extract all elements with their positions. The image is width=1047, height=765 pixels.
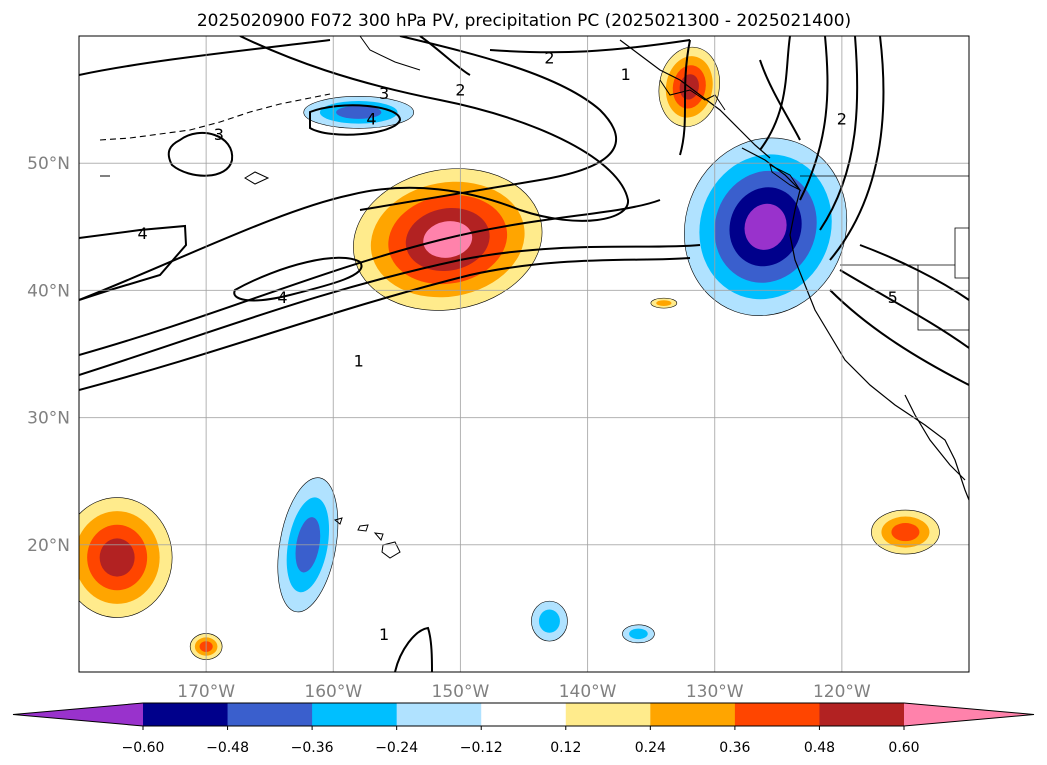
shading-level	[629, 628, 648, 640]
colorbar-box	[396, 703, 482, 726]
x-tick-label: 170°W	[177, 682, 235, 702]
pv-contours	[79, 36, 969, 672]
shading-level	[656, 300, 672, 307]
gridlines	[79, 36, 969, 672]
x-tick-label: 150°W	[432, 682, 490, 702]
colorbar-tick-label: −0.36	[291, 740, 334, 756]
shading-outline	[303, 96, 415, 129]
coastlines	[99, 36, 969, 559]
contour-label: 2	[544, 49, 554, 68]
colorbar: −0.60 −0.48 −0.36 −0.24 −0.12 0.12 0.24 0.36 0.4…	[12, 702, 1035, 756]
shading-outline	[650, 297, 678, 309]
shaded-region-south-negative	[622, 624, 655, 644]
colorbar-box	[734, 703, 820, 726]
colorbar-extend-low	[13, 703, 143, 726]
x-tick-label: 120°W	[813, 682, 871, 702]
y-tick-label: 20°N	[27, 536, 70, 556]
shading-outline	[684, 137, 848, 316]
map-frame	[79, 36, 969, 672]
x-tick-label: 140°W	[559, 682, 617, 702]
shading-level	[538, 609, 560, 633]
x-tick-label: 160°W	[304, 682, 362, 702]
colorbar-tick-label: 0.24	[635, 740, 666, 756]
contour-label: 2	[837, 110, 847, 129]
shading-outline	[658, 46, 720, 127]
colorbar-tick-label: −0.48	[206, 740, 249, 756]
contour-label: 4	[366, 110, 376, 129]
x-tick-labels: 170°W 160°W 150°W 140°W 130°W 120°W	[177, 682, 871, 702]
colorbar-tick-label: 0.48	[804, 740, 835, 756]
contour-label: 1	[379, 625, 389, 644]
shading-level	[99, 538, 135, 577]
colorbar-tick-label: −0.12	[460, 740, 503, 756]
colorbar-box	[565, 703, 651, 726]
y-tick-labels: 20°N 30°N 40°N 50°N	[27, 154, 70, 556]
contour-label: 3	[379, 84, 389, 103]
colorbar-box	[227, 703, 313, 726]
colorbar-box	[481, 703, 567, 726]
x-tick-label: 130°W	[686, 682, 744, 702]
y-tick-label: 40°N	[27, 281, 70, 301]
contour-label: 4	[277, 288, 287, 307]
shading-outline	[277, 477, 339, 613]
colorbar-tick-label: 0.60	[888, 740, 919, 756]
colorbar-tick-label: 0.36	[719, 740, 750, 756]
map-border	[78, 35, 970, 673]
contour-label: 1	[354, 351, 364, 370]
shading-outline	[353, 168, 543, 311]
contour-label: 2	[455, 80, 465, 99]
shaded-region-south-central-negative	[531, 600, 568, 642]
shaded-region-far-west-positive	[79, 497, 173, 618]
chart-title: 2025020900 F072 300 hPa PV, precipitatio…	[197, 11, 851, 31]
colorbar-box	[650, 703, 736, 726]
colorbar-tick-label: −0.24	[375, 740, 418, 756]
colorbar-tick-label: −0.60	[122, 740, 165, 756]
colorbar-tick-label: 0.12	[550, 740, 581, 756]
contour-label: 3	[214, 125, 224, 144]
shading-outline	[79, 497, 173, 618]
shading-outline	[531, 600, 568, 642]
y-tick-label: 30°N	[27, 409, 70, 429]
contour-label: 4	[137, 224, 147, 243]
shading-level	[744, 203, 787, 250]
shading-level	[336, 105, 382, 119]
colorbar-extend-high	[904, 703, 1034, 726]
contour-label: 5	[888, 288, 898, 307]
shaded-region-mexico-offshore-positive	[871, 509, 940, 555]
contour-label: 1	[621, 65, 631, 84]
colorbar-box	[819, 703, 905, 726]
shaded-region-small-positive	[650, 297, 678, 309]
shaded-region-west-coast-negative	[684, 137, 848, 316]
colorbar-box	[143, 703, 229, 726]
colorbar-box	[312, 703, 398, 726]
shading-outline	[871, 509, 940, 555]
shading-level	[891, 523, 920, 542]
y-tick-label: 50°N	[27, 154, 70, 174]
shading-outline	[622, 624, 655, 644]
